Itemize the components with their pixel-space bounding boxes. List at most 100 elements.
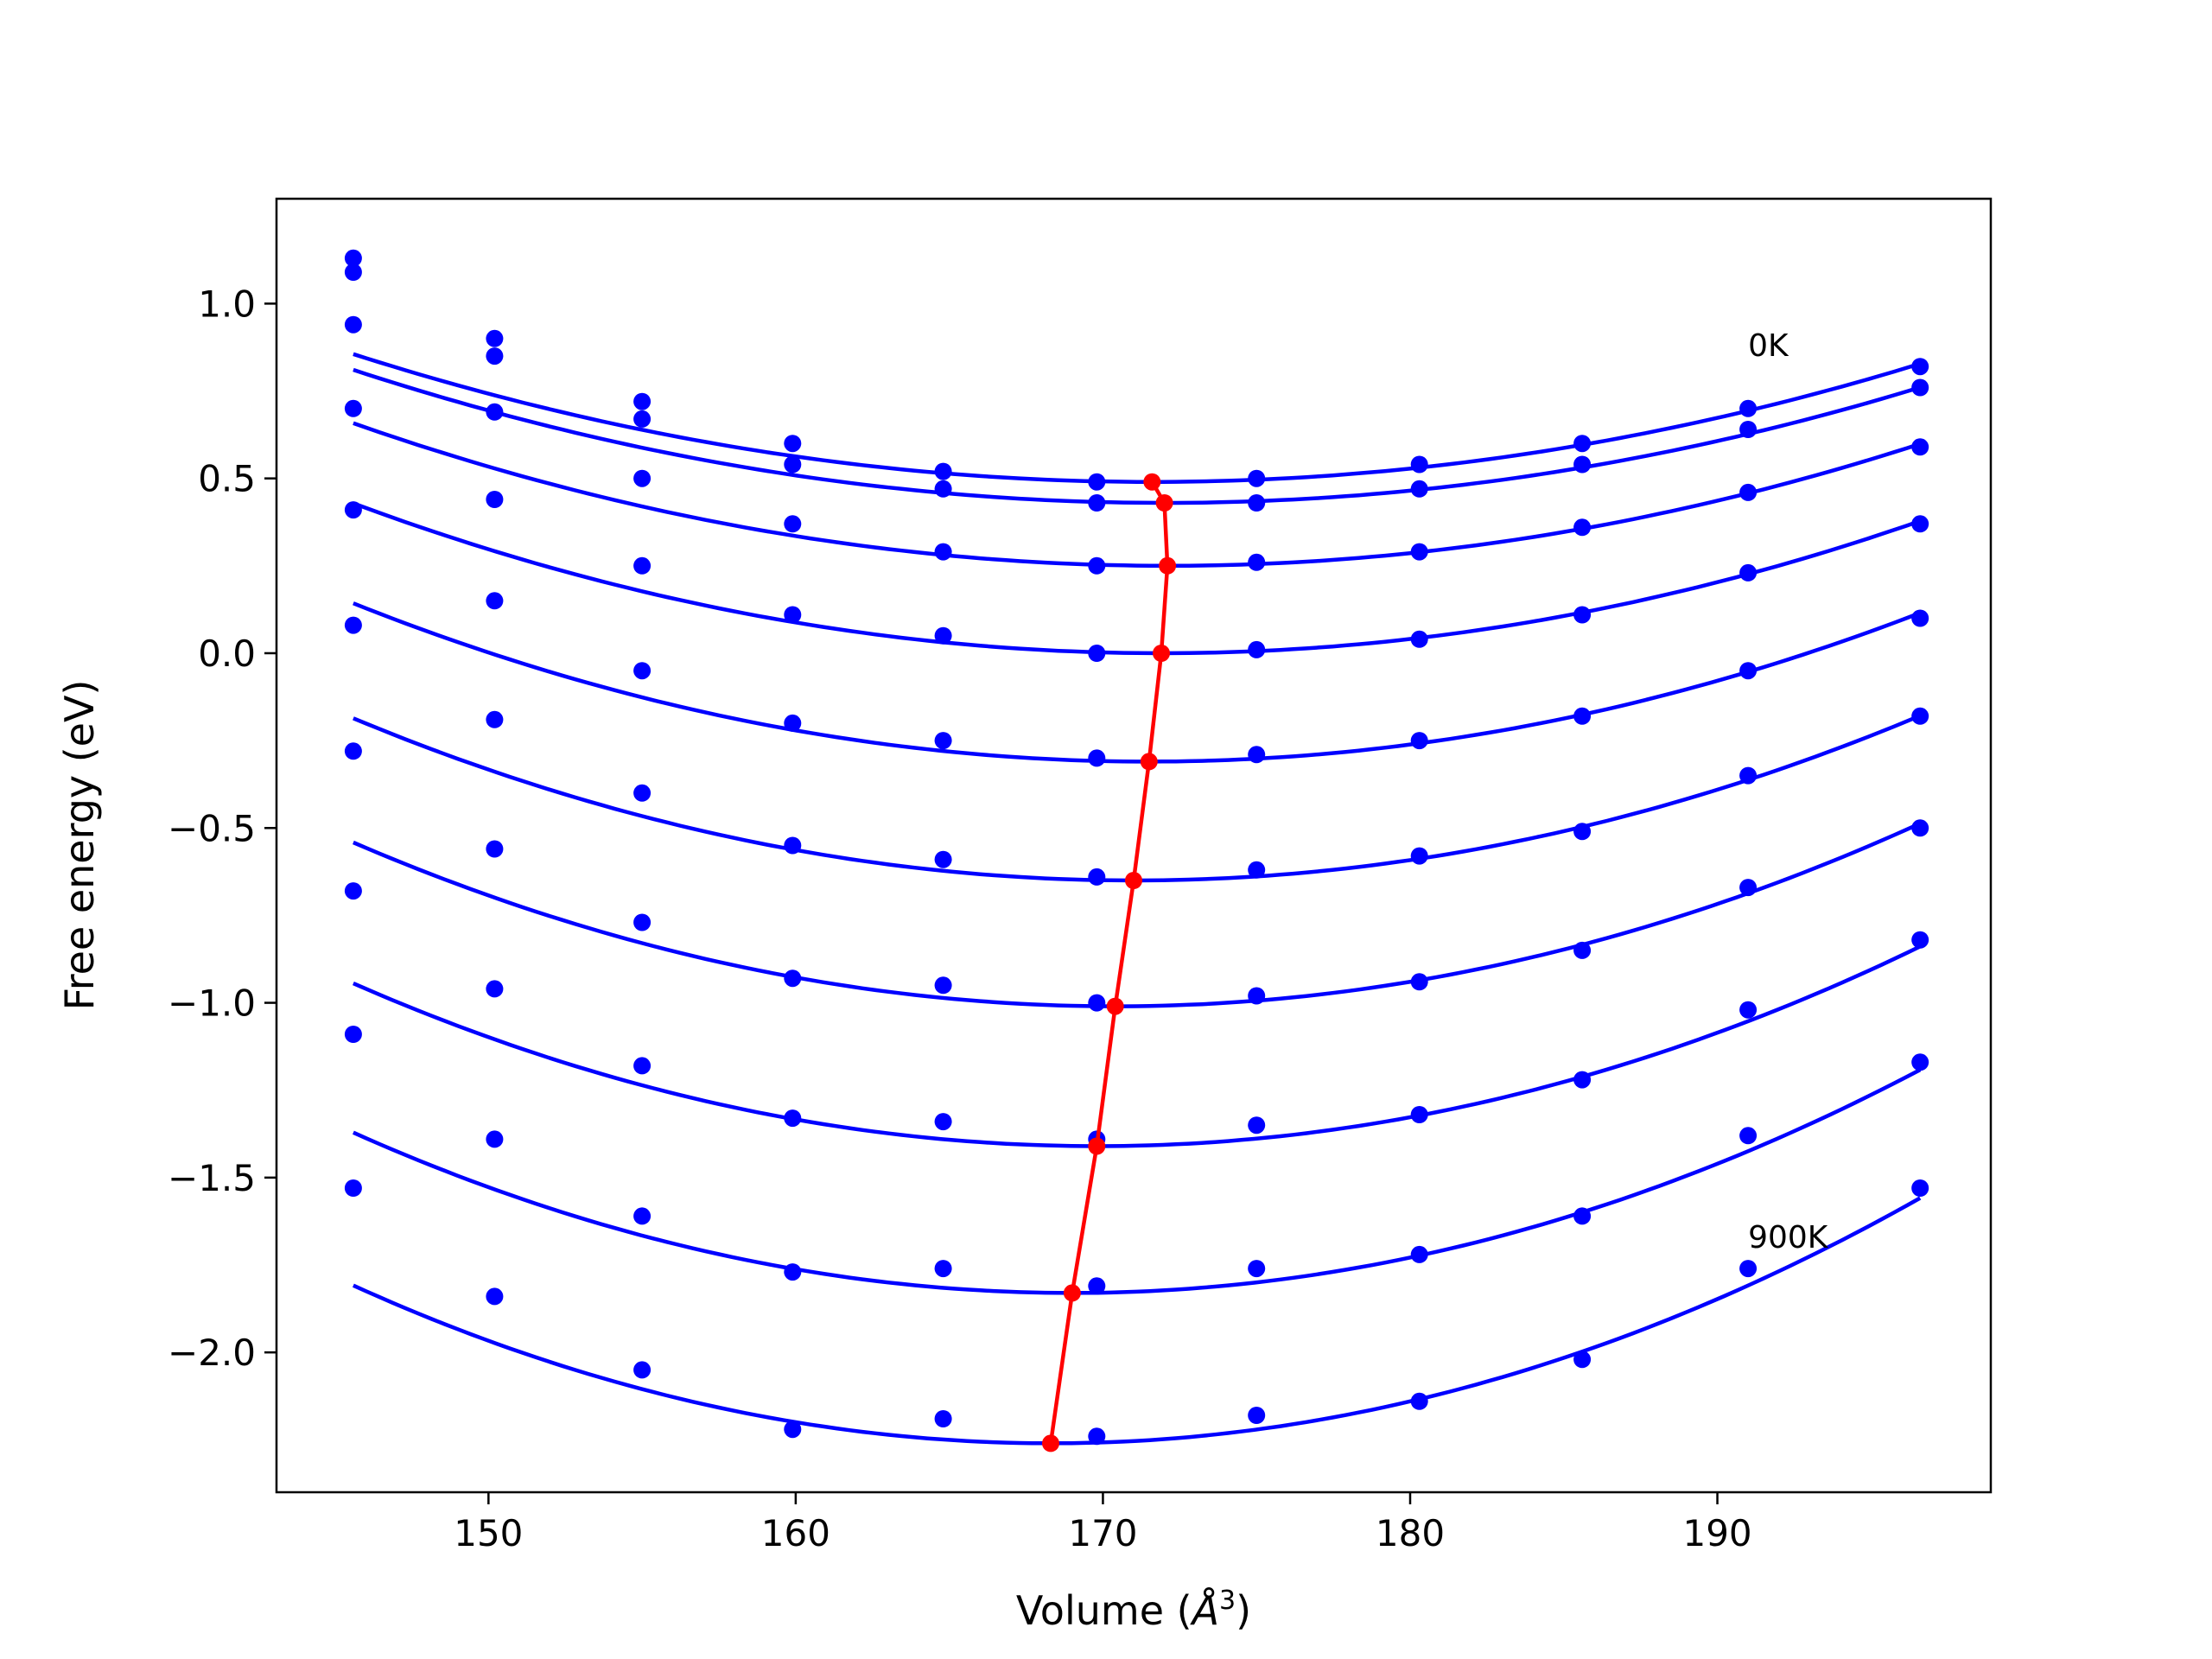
data-point bbox=[486, 403, 504, 421]
data-point bbox=[1248, 494, 1266, 512]
fit-curve bbox=[353, 601, 1922, 764]
data-point bbox=[1248, 553, 1266, 571]
data-point bbox=[344, 742, 362, 760]
data-point bbox=[934, 480, 952, 498]
fit-curve bbox=[352, 1068, 1922, 1295]
data-point bbox=[934, 976, 952, 995]
fit-curve bbox=[353, 944, 1922, 1148]
data-point bbox=[934, 850, 952, 868]
data-point bbox=[1573, 606, 1592, 624]
data-point bbox=[784, 1109, 802, 1128]
y-axis-ticks: 1.0 0.5 0.0 −0.5 −1.0 −1.5 −2.0 bbox=[168, 283, 276, 1374]
data-point bbox=[784, 515, 802, 533]
minimum-point bbox=[1159, 556, 1177, 575]
data-point bbox=[633, 784, 652, 802]
data-point bbox=[1088, 868, 1106, 886]
data-point bbox=[1911, 378, 1929, 397]
fit-curve bbox=[353, 352, 1921, 484]
data-point bbox=[1410, 480, 1428, 498]
x-tick-label: 170 bbox=[1068, 1512, 1137, 1554]
data-point bbox=[784, 1421, 802, 1439]
data-point bbox=[1911, 358, 1929, 376]
data-point bbox=[1573, 435, 1592, 453]
data-point bbox=[784, 606, 802, 624]
data-point bbox=[1088, 749, 1106, 767]
data-point bbox=[784, 836, 802, 855]
x-tick-label: 160 bbox=[761, 1512, 830, 1554]
data-point bbox=[633, 1207, 652, 1225]
fit-curve bbox=[353, 821, 1922, 1008]
data-point bbox=[934, 626, 952, 645]
data-point bbox=[1248, 1116, 1266, 1135]
data-point bbox=[1739, 1001, 1758, 1019]
data-point bbox=[1739, 563, 1758, 582]
minimum-point bbox=[1140, 753, 1158, 771]
data-point bbox=[934, 732, 952, 750]
data-point bbox=[1911, 1179, 1929, 1197]
data-point bbox=[486, 347, 504, 365]
data-point bbox=[1573, 455, 1592, 474]
data-point bbox=[1573, 1071, 1592, 1089]
data-point bbox=[1739, 879, 1758, 897]
data-point bbox=[1088, 556, 1106, 575]
data-point bbox=[486, 1287, 504, 1306]
data-point bbox=[1088, 494, 1106, 512]
data-point bbox=[1739, 399, 1758, 417]
data-point bbox=[344, 1179, 362, 1197]
data-point bbox=[1410, 1245, 1428, 1263]
data-points bbox=[344, 249, 1929, 1446]
data-point bbox=[934, 1113, 952, 1131]
data-point bbox=[1410, 847, 1428, 865]
data-point bbox=[1248, 746, 1266, 764]
data-point bbox=[1410, 1392, 1428, 1410]
data-point bbox=[1410, 732, 1428, 750]
data-point bbox=[344, 1026, 362, 1043]
x-tick-label: 180 bbox=[1376, 1512, 1445, 1554]
data-point bbox=[1573, 1207, 1592, 1225]
data-point bbox=[1911, 931, 1929, 949]
minima-line bbox=[1042, 473, 1177, 1452]
data-point bbox=[934, 462, 952, 480]
data-point bbox=[1088, 473, 1106, 491]
data-point bbox=[784, 435, 802, 453]
data-point bbox=[784, 455, 802, 474]
y-tick-label: −1.5 bbox=[168, 1157, 256, 1199]
data-point bbox=[1410, 630, 1428, 648]
fit-curve bbox=[353, 367, 1921, 505]
data-point bbox=[1739, 483, 1758, 501]
data-point bbox=[344, 616, 362, 634]
data-point bbox=[1248, 640, 1266, 658]
minimum-point bbox=[1106, 997, 1124, 1015]
data-point bbox=[1573, 823, 1592, 841]
data-point bbox=[1573, 518, 1592, 537]
fit-curve bbox=[353, 421, 1921, 569]
y-tick-label: −0.5 bbox=[168, 807, 256, 849]
minimum-point bbox=[1153, 645, 1170, 662]
data-point bbox=[1248, 987, 1266, 1005]
data-point bbox=[486, 491, 504, 508]
data-point bbox=[344, 501, 362, 519]
y-axis-label: Free energy (eV) bbox=[56, 680, 103, 1011]
minima-path bbox=[1048, 480, 1170, 1444]
data-point bbox=[1739, 662, 1758, 680]
data-point bbox=[1573, 941, 1592, 959]
minimum-point bbox=[1063, 1284, 1081, 1302]
data-point bbox=[486, 840, 504, 858]
data-point bbox=[633, 662, 652, 680]
x-tick-label: 150 bbox=[454, 1512, 523, 1554]
data-point bbox=[1410, 455, 1428, 474]
x-axis-label: Volume (Å3) bbox=[1016, 1586, 1251, 1634]
data-point bbox=[1088, 645, 1106, 662]
y-tick-label: −2.0 bbox=[168, 1332, 256, 1374]
data-point bbox=[486, 1130, 504, 1148]
data-point bbox=[1088, 1427, 1106, 1446]
data-point bbox=[784, 969, 802, 988]
data-point bbox=[1248, 1407, 1266, 1424]
data-point bbox=[1573, 1351, 1592, 1369]
fit-curve bbox=[352, 1196, 1922, 1446]
data-point bbox=[486, 592, 504, 610]
data-point bbox=[1248, 469, 1266, 487]
annotation-900k: 900K bbox=[1748, 1220, 1829, 1255]
annotation-0k: 0K bbox=[1748, 328, 1789, 364]
